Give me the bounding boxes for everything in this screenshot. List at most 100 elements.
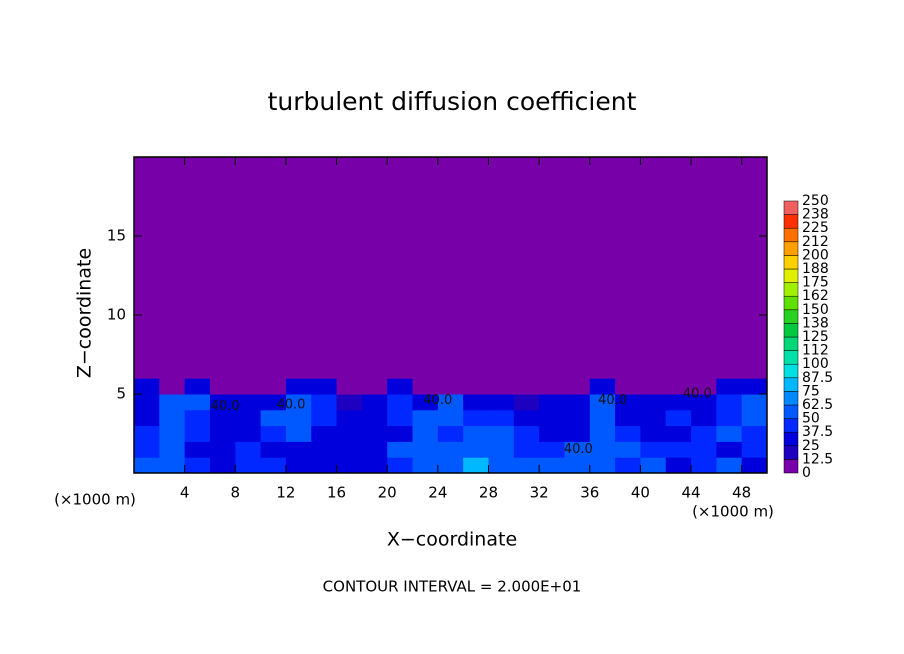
heat-cell	[235, 394, 262, 411]
heat-cell	[463, 394, 489, 411]
heat-cell	[741, 441, 768, 458]
heat-cell	[564, 362, 591, 379]
colorbar-label: 0	[802, 465, 811, 481]
heat-cell	[741, 157, 768, 363]
heat-cell	[134, 457, 160, 474]
heat-cell	[285, 394, 312, 411]
heat-cell	[716, 157, 743, 363]
heat-cell	[589, 441, 616, 458]
heat-cell	[741, 457, 768, 474]
heat-cell	[539, 425, 565, 442]
heat-cell	[640, 362, 667, 379]
x-tick-label: 44	[681, 484, 700, 502]
heat-cell	[716, 425, 743, 442]
heat-cell	[412, 409, 439, 427]
heat-cell	[209, 425, 236, 442]
heat-cell	[716, 378, 743, 395]
heat-cell	[184, 378, 211, 395]
heat-cell	[235, 457, 262, 474]
heat-cell	[336, 394, 363, 411]
heat-cell	[615, 457, 641, 474]
heat-cell	[513, 378, 540, 395]
heat-cell	[209, 157, 236, 363]
heat-cell	[235, 425, 262, 442]
heat-cell	[159, 157, 186, 363]
heat-cell	[589, 157, 616, 363]
x-tick-label: 48	[732, 484, 751, 502]
heat-cell	[665, 441, 692, 458]
heat-cell	[539, 394, 565, 411]
heat-cell	[387, 157, 414, 363]
heat-cell	[361, 441, 388, 458]
heat-cell	[260, 457, 287, 474]
heat-cell	[640, 441, 667, 458]
colorbar-label: 50	[802, 411, 820, 427]
heat-cell	[159, 441, 186, 458]
heat-cell	[387, 441, 414, 458]
x-tick-label: 28	[479, 484, 498, 502]
heat-cell	[235, 378, 262, 395]
heat-cell	[336, 362, 363, 379]
colorbar-swatch	[783, 445, 799, 460]
heat-cell	[640, 157, 667, 363]
heat-cell	[488, 457, 515, 474]
heat-cell	[691, 441, 717, 458]
heat-cell	[716, 362, 743, 379]
colorbar-label: 12.5	[802, 451, 833, 467]
heat-cell	[412, 157, 439, 363]
heat-cell	[387, 394, 414, 411]
heat-cell	[665, 362, 692, 379]
heat-cell	[361, 425, 388, 442]
colorbar-label: 125	[802, 329, 829, 345]
heat-cell	[361, 378, 388, 395]
heat-cell	[285, 425, 312, 442]
colorbar-swatch	[783, 336, 799, 351]
heat-cell	[311, 157, 338, 363]
heat-cell	[716, 457, 743, 474]
colorbar-label: 62.5	[802, 397, 833, 413]
heat-cell	[615, 157, 641, 363]
heat-cell	[437, 362, 464, 379]
colorbar-swatch	[783, 350, 799, 365]
heat-cell	[285, 378, 312, 395]
heat-cell	[513, 362, 540, 379]
heat-cell	[615, 378, 641, 395]
heat-cell	[159, 409, 186, 427]
colorbar-label: 25	[802, 438, 820, 454]
colorbar-swatch	[783, 227, 799, 243]
heat-cell	[134, 157, 160, 363]
heat-cell	[134, 378, 160, 395]
heat-cell	[285, 157, 312, 363]
heat-cell	[691, 362, 717, 379]
heat-cell	[235, 157, 262, 363]
contour-label: 40.0	[277, 398, 306, 413]
heat-cell	[387, 409, 414, 427]
colorbar-label: 175	[802, 275, 829, 291]
heat-cell	[741, 409, 768, 427]
heat-cell	[716, 441, 743, 458]
heat-cell	[589, 362, 616, 379]
colorbar-swatch	[783, 377, 799, 392]
heat-cell	[691, 394, 717, 411]
heat-cell	[665, 157, 692, 363]
heat-cell	[488, 362, 515, 379]
heat-cell	[691, 457, 717, 474]
heat-cell	[589, 425, 616, 442]
x-tick-label: 24	[428, 484, 447, 502]
heat-cell	[437, 425, 464, 442]
heat-cell	[159, 457, 186, 474]
heat-cell	[463, 157, 489, 363]
heat-cell	[564, 457, 591, 474]
heat-cell	[615, 394, 641, 411]
heat-cell	[412, 362, 439, 379]
heat-cell	[463, 441, 489, 458]
heat-cell	[311, 409, 338, 427]
heat-cell	[260, 441, 287, 458]
heat-cell	[361, 457, 388, 474]
heat-cell	[387, 457, 414, 474]
heat-cell	[437, 441, 464, 458]
heat-cell	[311, 362, 338, 379]
heat-cell	[387, 362, 414, 379]
heat-cell	[311, 394, 338, 411]
heat-cell	[488, 378, 515, 395]
